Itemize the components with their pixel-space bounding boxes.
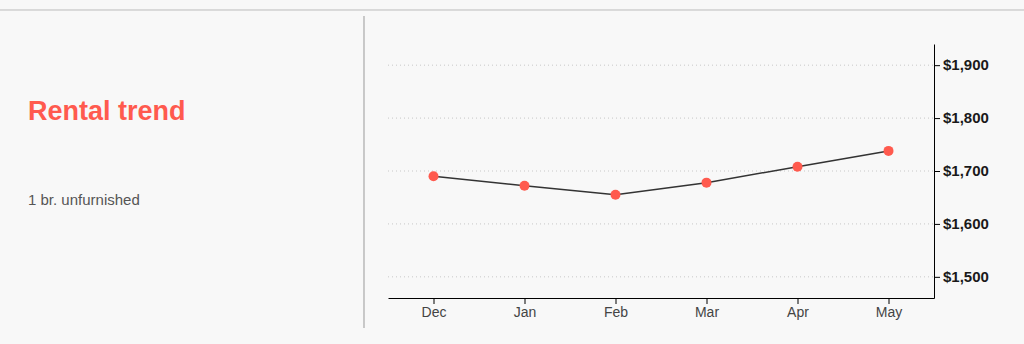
- y-tick-mark: [934, 277, 940, 278]
- marks: [429, 146, 894, 200]
- x-tick: Feb: [604, 298, 628, 320]
- chart: Rental trend 1 br. unfurnished Dec Jan Feb Ma…: [0, 0, 1024, 344]
- y-tick-label: $1,800: [943, 109, 989, 126]
- point: [884, 146, 894, 156]
- grid-line: [388, 118, 934, 119]
- x-tick: Apr: [787, 298, 809, 320]
- title: Rental trend: [28, 96, 186, 126]
- y-tick: $1,500: [934, 268, 989, 285]
- grid-line: [388, 223, 934, 224]
- x-tick-label: Feb: [604, 304, 628, 320]
- x-tick-label: Mar: [695, 304, 719, 320]
- divider: [364, 16, 365, 328]
- point: [429, 171, 439, 181]
- x-tick-label: May: [876, 304, 902, 320]
- grid-line: [388, 276, 934, 277]
- x-tick: Jan: [514, 298, 537, 320]
- grid-line: [388, 171, 934, 172]
- line: [434, 151, 889, 195]
- x-tick: May: [876, 298, 902, 320]
- y-tick-mark: [934, 118, 940, 119]
- subtitle: 1 br. unfurnished: [28, 191, 140, 208]
- y-tick-label: $1,600: [943, 215, 989, 232]
- plot: Dec Jan Feb Mar Apr May $1,500 $1,600 $1,700 $1,8…: [388, 45, 989, 320]
- y-tick-mark: [934, 65, 940, 66]
- y-tick: $1,900: [934, 56, 989, 73]
- grid: [388, 65, 934, 277]
- y-tick-label: $1,700: [943, 162, 989, 179]
- y-tick-label: $1,900: [943, 56, 989, 73]
- x-axis: Dec Jan Feb Mar Apr May: [389, 298, 935, 320]
- y-axis: $1,500 $1,600 $1,700 $1,800 $1,900: [934, 45, 989, 299]
- y-tick: $1,800: [934, 109, 989, 126]
- y-tick-mark: [934, 224, 940, 225]
- x-tick: Mar: [695, 298, 719, 320]
- y-tick-label: $1,500: [943, 268, 989, 285]
- point: [520, 181, 530, 191]
- y-tick: $1,600: [934, 215, 989, 232]
- x-tick-label: Apr: [787, 304, 809, 320]
- y-tick: $1,700: [934, 162, 989, 179]
- y-tick-mark: [934, 171, 940, 172]
- x-tick-label: Dec: [422, 304, 447, 320]
- grid-line: [388, 65, 934, 66]
- x-tick: Dec: [422, 298, 447, 320]
- point: [611, 190, 621, 200]
- point: [702, 178, 712, 188]
- x-tick-label: Jan: [514, 304, 537, 320]
- x-axis-line: [389, 298, 935, 299]
- top-border: [0, 10, 1024, 11]
- point: [793, 162, 803, 172]
